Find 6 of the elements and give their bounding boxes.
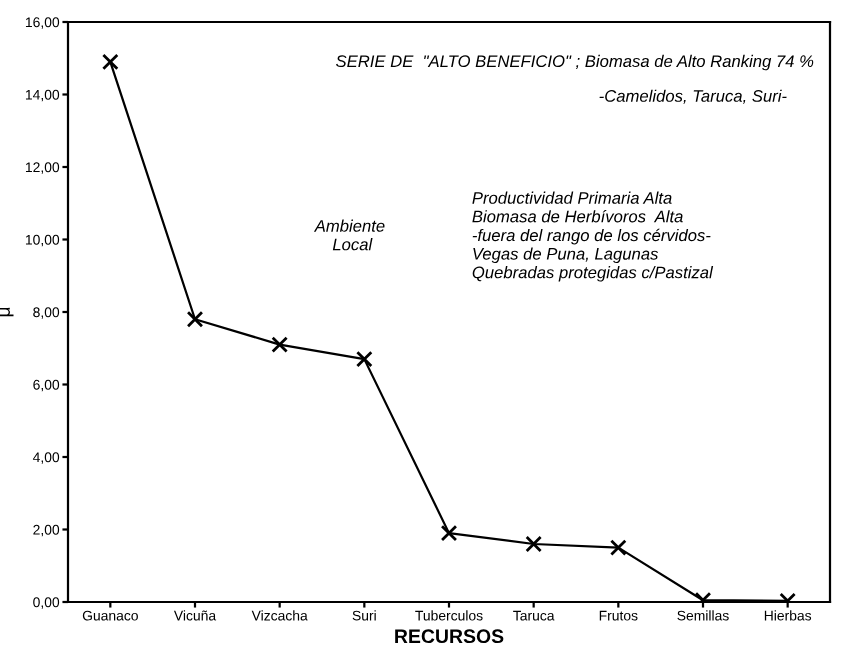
annotation: Productividad Primaria Alta Biomasa de Herbívoros Alta -fuera del rango de los cérvidos- Vegas de Puna, Lagunas Quebradas protegidas c/Pastizal: [472, 191, 714, 282]
x-axis-title: RECURSOS: [395, 629, 504, 644]
y-axis-title: μ: [0, 307, 14, 317]
annotation: SERIE DE "ALTO BENEFICIO" ; Biomasa de Alto Ranking 74 %: [336, 54, 814, 71]
annotation: Ambiente Local: [313, 219, 385, 251]
annotation: -Camelidos, Taruca, Suri-: [599, 89, 787, 104]
